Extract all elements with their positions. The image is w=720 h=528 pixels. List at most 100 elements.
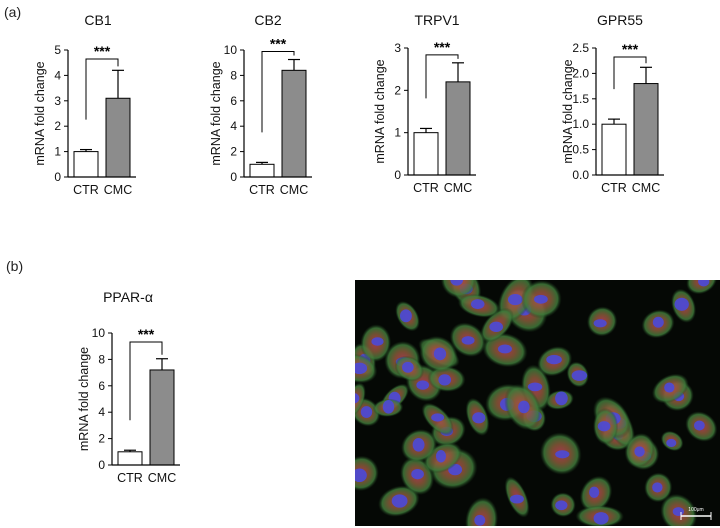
y-tick-label: 1.0 [572,117,589,131]
y-tick-label: 4 [230,119,237,133]
cell-nucleus [438,374,452,386]
x-tick-label: CMC [444,181,472,195]
y-tick-label: 10 [224,43,238,57]
y-axis-label: mRNA fold change [33,61,47,165]
bar-ctr [413,132,439,176]
y-tick-label: 2 [54,119,61,133]
significance-label: *** [434,39,451,55]
bar-cmc [281,69,307,178]
y-tick-label: 2 [230,145,237,159]
bar-cmc [633,83,659,176]
cell-nucleus [546,354,562,365]
cell-nucleus [555,500,568,511]
cell-nucleus [489,321,503,333]
cell-nucleus [411,469,424,480]
micrograph-image: 100μm [355,280,718,526]
cell-nucleus [433,347,447,361]
cell-nucleus [360,406,373,418]
y-tick-label: 0 [230,170,237,184]
cell-nucleus [589,486,600,498]
cell-nucleus [533,294,548,304]
cell-nucleus [435,450,447,463]
cell-nucleus [555,391,568,406]
y-axis-label: mRNA fold change [561,59,575,163]
x-tick-label: CTR [249,183,275,197]
cell-nucleus [672,507,684,516]
cell-nucleus [652,482,663,493]
y-tick-label: 0.0 [572,168,589,182]
cell-nucleus [450,280,464,286]
cell-nucleus [431,413,445,422]
cell-nucleus [527,382,543,392]
cell-nucleus [694,420,705,431]
y-tick-label: 0 [54,170,61,184]
y-axis-label: mRNA fold change [373,59,387,163]
cell-nucleus [674,297,689,311]
cell-nucleus [593,319,607,328]
chart-5: PPAR-α mRNA fold change 0 2 4 6 8 10 CTR CMC *** [77,289,180,485]
y-tick-label: 1.5 [572,92,589,106]
cell-nucleus [652,316,664,328]
significance-label: *** [270,36,287,52]
significance-bracket [85,58,119,120]
chart-2: CB2 mRNA fold change 0 2 4 6 8 10 CTR CMC *** [209,12,312,197]
y-tick-label: 10 [92,326,106,340]
y-tick-label: 4 [54,68,61,82]
y-axis-label: mRNA fold change [77,347,91,451]
cell-nucleus [593,512,609,525]
cell-nucleus [470,299,485,310]
y-tick-label: 6 [98,379,105,393]
cell-nucleus [402,361,414,373]
significance-bracket [613,56,647,90]
cell-nucleus [399,309,412,323]
cell-nucleus [555,450,570,459]
bar-cmc [445,81,471,176]
cell-nucleus [518,400,530,414]
cell-nucleus [664,382,675,393]
bar-ctr [601,123,627,176]
chart-title: CB1 [84,12,111,28]
y-tick-label: 2.5 [572,41,589,55]
panel-label-b: (b) [6,258,24,274]
chart-1: CB1 mRNA fold change 0 1 2 3 4 5 CTR CMC *** [33,12,136,197]
cell-nucleus [509,494,524,504]
cell-nucleus [371,337,384,346]
cell-nucleus [597,421,611,432]
cell-nucleus [412,438,425,452]
y-tick-label: 2 [394,83,401,97]
bar-ctr [117,451,143,466]
bar-ctr [73,151,99,178]
chart-3: TRPV1 mRNA fold change 0 1 2 3 CTR CMC *** [373,12,476,195]
significance-bracket [425,54,459,99]
significance-label: *** [622,41,639,57]
cell-nucleus [666,438,677,448]
cell-nucleus [472,412,486,424]
bar-cmc [105,97,131,178]
y-tick-label: 2.0 [572,66,589,80]
chart-4: GPR55 mRNA fold change 0.0 0.5 1.0 1.5 2.0 2.5 C… [561,12,664,195]
bar-ctr [249,163,275,178]
cell-nucleus [355,468,367,483]
y-tick-label: 0 [98,458,105,472]
y-tick-label: 0 [394,168,401,182]
cell-nucleus [355,393,360,404]
y-tick-label: 1 [394,126,401,140]
cell-nucleus [507,294,523,306]
cell-nucleus [698,280,710,287]
chart-title: PPAR-α [103,289,153,305]
cell-nucleus [497,344,512,354]
y-tick-label: 8 [230,68,237,82]
x-tick-label: CTR [73,183,99,197]
cell-nucleus [382,399,395,414]
x-tick-label: CTR [413,181,439,195]
panel-label-a: (a) [4,4,22,20]
chart-title: GPR55 [597,12,643,28]
cell-nucleus [634,446,645,457]
cell-nucleus [391,494,408,508]
cell-nucleus [461,336,475,345]
y-tick-label: 2 [98,432,105,446]
y-tick-label: 3 [54,94,61,108]
scale-bar-label: 100μm [688,507,703,513]
cells [355,280,718,526]
